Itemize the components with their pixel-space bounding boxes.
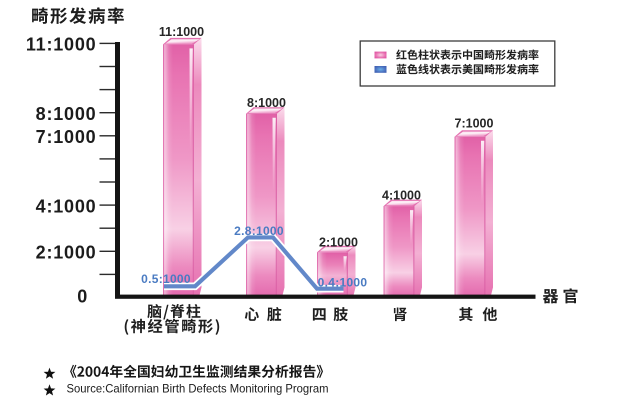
svg-text:4:1000: 4:1000 [36, 196, 97, 216]
svg-text:2.8:1000: 2.8:1000 [234, 224, 284, 238]
svg-text:8:1000: 8:1000 [247, 96, 286, 110]
svg-text:11:1000: 11:1000 [159, 25, 204, 39]
svg-text:11:1000: 11:1000 [26, 35, 97, 55]
svg-text:2:1000: 2:1000 [319, 235, 358, 249]
svg-text:Source:Californian Birth Defec: Source:Californian Birth Defects Monitor… [67, 383, 329, 396]
svg-text:0.4:1000: 0.4:1000 [318, 276, 368, 290]
svg-text:7:1000: 7:1000 [455, 116, 494, 130]
svg-text:8:1000: 8:1000 [36, 104, 97, 124]
svg-text:2:1000: 2:1000 [36, 243, 97, 263]
svg-text:0.5:1000: 0.5:1000 [141, 272, 191, 286]
svg-text:4:1000: 4:1000 [382, 188, 421, 202]
svg-text:7:1000: 7:1000 [36, 127, 97, 147]
svg-text:0: 0 [77, 287, 88, 307]
